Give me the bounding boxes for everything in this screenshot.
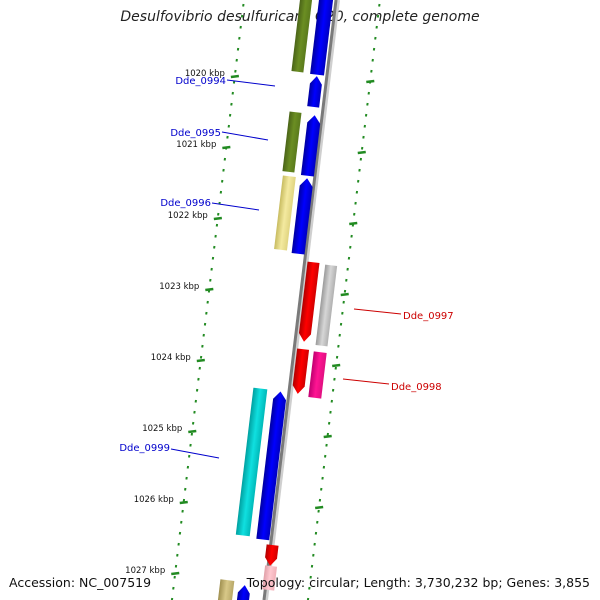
cog-cyan-block-shape <box>235 387 268 537</box>
tick-label: 1024 kbp <box>151 353 191 363</box>
gene-dde0996-arrow <box>291 178 313 255</box>
cog-gray-block <box>315 264 338 347</box>
cog-khaki-block <box>274 175 296 251</box>
tick-mark <box>213 216 222 221</box>
gene-leader-line <box>170 448 220 459</box>
cog-tan-block-shape <box>216 579 235 600</box>
gene-leader-line <box>226 79 276 87</box>
gene-dde0999-arrow-shape <box>256 391 287 541</box>
tick-mark <box>366 79 375 84</box>
tick-mark <box>357 150 366 155</box>
tick-label: 1023 kbp <box>159 282 199 292</box>
tick-label: 1026 kbp <box>134 495 174 505</box>
gene-forward-block <box>310 0 334 76</box>
gene-forward-block-shape <box>310 0 334 76</box>
gene-dde0995-arrow-shape <box>300 115 321 177</box>
tick-mark <box>179 500 188 505</box>
gene-forward-arrow <box>235 585 250 600</box>
gene-forward-arrow-shape <box>235 585 250 600</box>
cog-pink-block-shape <box>262 565 278 591</box>
cog-olive-block-shape <box>291 0 313 73</box>
accession-text: Accession: NC_007519 <box>9 575 152 590</box>
gene-dde0997-arrow <box>298 261 320 342</box>
genome-summary-text: Topology: circular; Length: 3,730,232 bp… <box>246 575 590 590</box>
axis-line <box>262 0 338 600</box>
cog-gray-block-shape <box>315 264 338 347</box>
tick-mark <box>349 221 358 226</box>
cog-olive-block <box>282 111 302 173</box>
tick-mark <box>332 363 341 368</box>
gene-reverse-arrow <box>265 544 279 566</box>
gene-label: Dde_0999 <box>119 443 170 454</box>
tick-mark <box>222 145 231 150</box>
cog-khaki-block-shape <box>274 175 296 251</box>
cog-magenta-block-shape <box>308 351 327 399</box>
gene-label: Dde_0997 <box>403 311 454 322</box>
tick-mark <box>315 505 324 510</box>
genome-axis <box>262 0 340 600</box>
gene-dde0997-arrow-shape <box>298 261 320 342</box>
gene-dde0999-arrow <box>256 391 287 541</box>
gene-dde0994-arrow <box>307 76 322 108</box>
gene-dde0998-arrow-shape <box>292 348 310 394</box>
gene-leader-line <box>353 308 402 315</box>
gene-label: Dde_0995 <box>170 128 221 139</box>
cog-olive-block <box>291 0 313 73</box>
tick-label: 1025 kbp <box>142 424 182 434</box>
tick-mark <box>196 358 205 363</box>
tick-mark <box>230 74 240 79</box>
tick-mark <box>323 434 332 439</box>
cog-magenta-block <box>308 351 327 399</box>
gene-leader-line <box>342 378 390 385</box>
tick-label: 1027 kbp <box>125 566 165 576</box>
tick-label: 1020 kbp <box>185 69 225 79</box>
gene-leader-line <box>221 131 269 141</box>
gene-leader-line <box>211 202 260 211</box>
tick-label: 1021 kbp <box>176 140 216 150</box>
gene-reverse-arrow-shape <box>265 544 279 566</box>
gene-dde0996-arrow-shape <box>291 178 313 255</box>
gene-dde0995-arrow <box>300 115 321 177</box>
dotted-guides <box>170 3 381 600</box>
cog-tan-block <box>216 579 235 600</box>
gene-label: Dde_0996 <box>160 198 211 209</box>
gene-labels: Dde_0994 Dde_0995 Dde_0996 Dde_0997 Dde_0998… <box>119 76 454 459</box>
axis-shadow <box>264 0 340 600</box>
tick-mark <box>205 287 214 292</box>
gene-label: Dde_0998 <box>391 382 442 393</box>
gene-label: Dde_0994 <box>175 76 226 87</box>
cog-olive-block-shape <box>282 111 302 173</box>
cog-cyan-block <box>235 387 268 537</box>
tick-mark <box>340 292 349 297</box>
tick-mark <box>171 571 180 576</box>
tick-label: 1022 kbp <box>168 211 208 221</box>
gene-dde0998-arrow <box>292 348 310 394</box>
tick-marks: 1020 kbp 1021 kbp 1022 kbp 1023 kbp 1024 kbp… <box>125 69 375 576</box>
tick-mark <box>188 429 197 434</box>
gene-dde0994-arrow-shape <box>307 76 322 108</box>
cog-pink-block <box>262 565 278 591</box>
gene-features <box>216 0 338 600</box>
